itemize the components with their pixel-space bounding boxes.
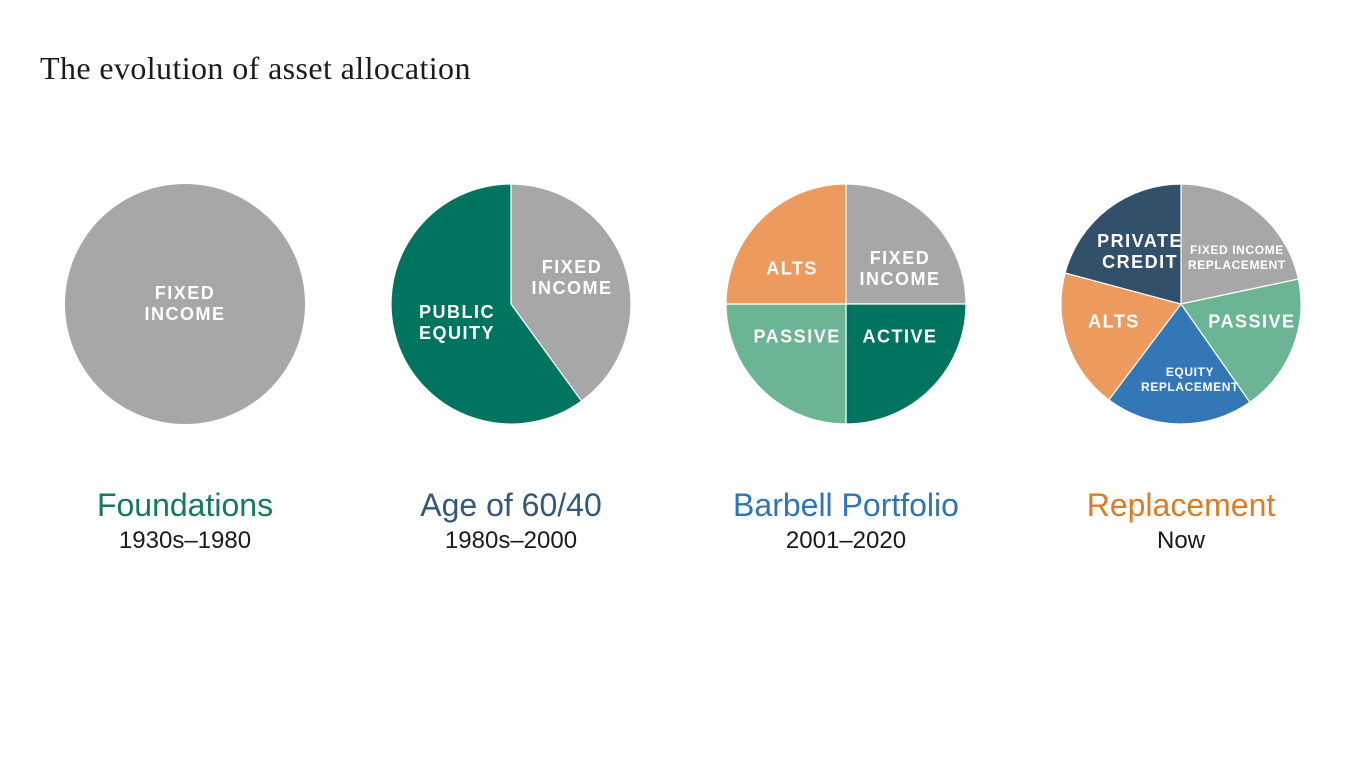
slice-label-private-credit: PRIVATE CREDIT — [1097, 230, 1184, 272]
era-title-barbell-portfolio: Barbell Portfolio — [733, 487, 959, 523]
slide-title: The evolution of asset allocation — [40, 50, 471, 86]
pie-chart-replacement: FIXED INCOME REPLACEMENT PASSIVE EQUITY … — [1060, 183, 1302, 425]
slice-label-active: ACTIVE — [862, 326, 938, 347]
era-column-foundations: FIXED INCOME Foundations 1930s–1980 — [64, 183, 306, 555]
slice-label-alts: ALTS — [1088, 311, 1140, 332]
era-title-replacement: Replacement — [1086, 487, 1276, 523]
slice-label-fixed-income-replacement: FIXED INCOME REPLACEMENT — [1187, 243, 1286, 273]
slice-label-passive: PASSIVE — [753, 326, 841, 347]
slice-label-public-equity: PUBLIC EQUITY — [419, 301, 496, 344]
era-period-foundations: 1930s–1980 — [118, 527, 252, 554]
era-column-barbell-portfolio: FIXED INCOME ACTIVE PASSIVE ALTS Barbell… — [725, 183, 967, 555]
slice-label-fixed-income: FIXED INCOME — [859, 247, 941, 289]
era-column-replacement: FIXED INCOME REPLACEMENT PASSIVE EQUITY … — [1060, 183, 1302, 555]
pie-chart-foundations: FIXED INCOME — [64, 183, 306, 425]
era-column-age-of-60-40: FIXED INCOME PUBLIC EQUITY Age of 60/40 … — [390, 183, 632, 555]
pie-chart-age-of-60-40: FIXED INCOME PUBLIC EQUITY — [390, 183, 632, 425]
slice-label-fixed-income: FIXED INCOME — [144, 282, 226, 324]
era-period-replacement: Now — [1156, 527, 1205, 554]
slice-label-equity-replacement: EQUITY REPLACEMENT — [1140, 364, 1239, 394]
era-title-age-of-60-40: Age of 60/40 — [420, 487, 602, 523]
slice-label-alts: ALTS — [766, 258, 818, 279]
slice-label-passive: PASSIVE — [1208, 311, 1296, 332]
pie-chart-barbell-portfolio: FIXED INCOME ACTIVE PASSIVE ALTS — [725, 183, 967, 425]
slice-label-fixed-income: FIXED INCOME — [531, 256, 613, 299]
era-title-foundations: Foundations — [96, 487, 274, 523]
era-period-barbell-portfolio: 2001–2020 — [785, 527, 907, 554]
era-period-age-of-60-40: 1980s–2000 — [444, 527, 578, 554]
